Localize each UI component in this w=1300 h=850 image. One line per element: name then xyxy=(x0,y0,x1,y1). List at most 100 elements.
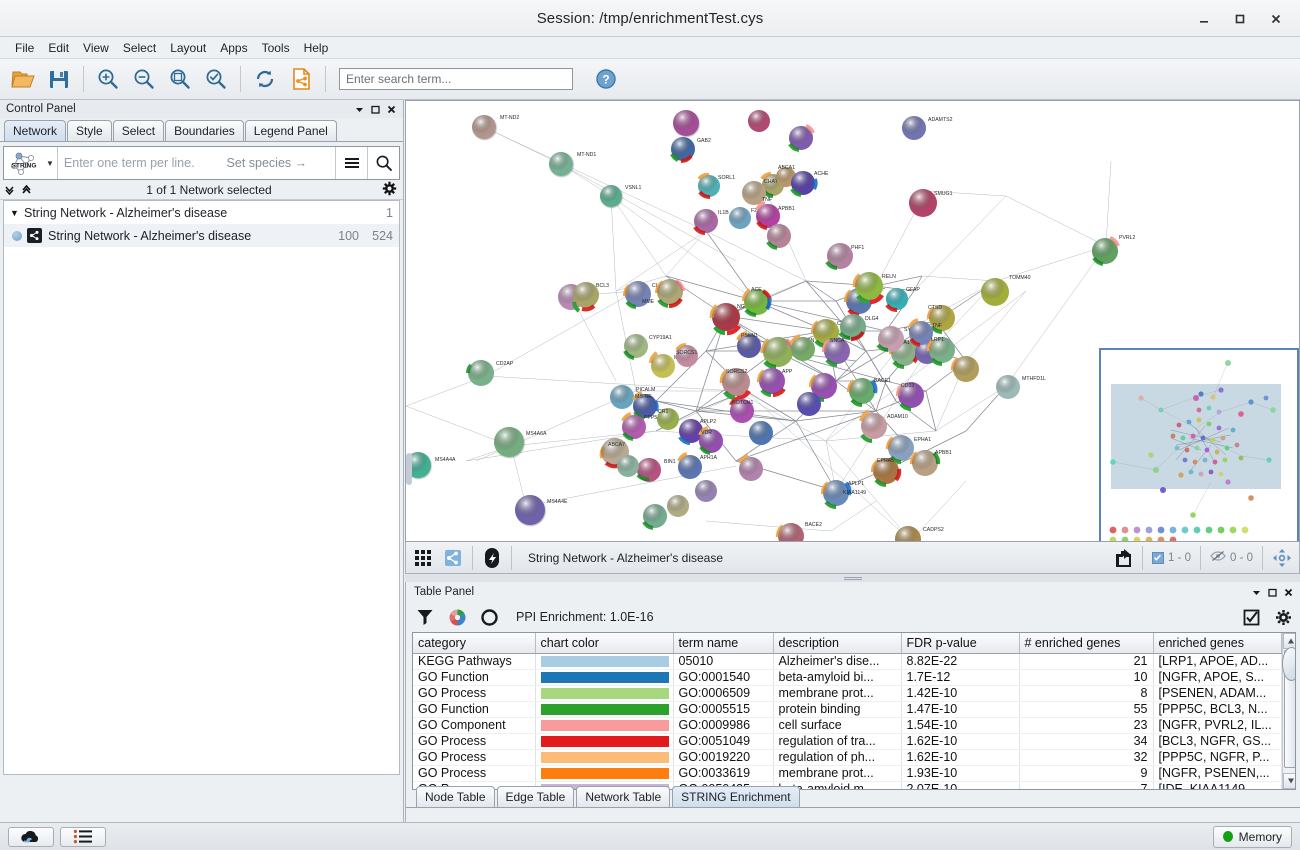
close-panel-icon[interactable] xyxy=(1280,584,1296,600)
table-row[interactable]: GO Process GO:0033619 membrane prot... 1.93… xyxy=(413,765,1282,782)
search-input[interactable]: Enter search term... xyxy=(339,68,573,90)
tab-network-table[interactable]: Network Table xyxy=(576,786,671,807)
help-icon[interactable]: ? xyxy=(589,63,623,95)
set-species-link[interactable]: Set species → xyxy=(226,156,308,170)
zoom-out-icon[interactable] xyxy=(127,63,161,95)
chevron-down-icon[interactable] xyxy=(1248,584,1264,600)
panel-splitter[interactable] xyxy=(405,574,1300,582)
task-list-icon[interactable] xyxy=(60,826,106,847)
column-header-category[interactable]: category xyxy=(413,633,536,654)
tab-select[interactable]: Select xyxy=(112,120,165,141)
scrollbar-knob[interactable] xyxy=(1281,647,1295,681)
cell-category: GO Component xyxy=(413,717,536,734)
cell-fdr-pvalue: 1.7E-12 xyxy=(901,669,1020,686)
float-panel-icon[interactable] xyxy=(367,101,383,117)
svg-text:BIN1: BIN1 xyxy=(664,459,676,465)
tab-network[interactable]: Network xyxy=(4,120,67,141)
table-row[interactable]: GO Process GO:0051049 regulation of tra...… xyxy=(413,733,1282,750)
network-graph[interactable]: MT-ND2 MT-ND1 VSNL1 CD2AP MS4A4A MS4A6A … xyxy=(406,101,1299,541)
table-row[interactable]: GO Process GO:0006509 membrane prot... 1.42… xyxy=(413,685,1282,702)
column-header-description[interactable]: description xyxy=(773,633,902,654)
export-image-icon[interactable] xyxy=(1108,545,1138,571)
maximize-icon[interactable] xyxy=(1222,4,1258,34)
table-panel-toolbar: PPI Enrichment: 1.0E-16 xyxy=(406,602,1300,632)
selected-nodes-indicator[interactable]: 1 - 0 xyxy=(1147,551,1196,564)
tab-boundaries[interactable]: Boundaries xyxy=(165,120,244,141)
table-row[interactable]: GO Process GO:0019220 regulation of ph... 1… xyxy=(413,749,1282,766)
menu-help[interactable]: Help xyxy=(303,40,329,55)
svg-text:VDR: VDR xyxy=(701,430,712,436)
minimize-icon[interactable] xyxy=(1186,4,1222,34)
menu-file[interactable]: File xyxy=(15,40,35,55)
memory-status-button[interactable]: Memory xyxy=(1212,825,1292,848)
svg-text:PVRL2: PVRL2 xyxy=(1119,235,1136,241)
menu-edit[interactable]: Edit xyxy=(48,40,70,55)
column-header-term-name[interactable]: term name xyxy=(673,633,774,654)
menu-select[interactable]: Select xyxy=(122,40,157,55)
svg-text:SORL1: SORL1 xyxy=(718,175,735,181)
checkbox-checked-icon[interactable] xyxy=(1240,606,1262,628)
color-wheel-icon[interactable] xyxy=(446,606,468,628)
hamburger-menu-icon[interactable] xyxy=(335,147,367,179)
close-icon[interactable] xyxy=(1258,4,1294,34)
zoom-selected-icon[interactable] xyxy=(199,63,233,95)
close-panel-icon[interactable] xyxy=(383,101,399,117)
birds-eye-view-panel[interactable] xyxy=(1099,348,1299,541)
export-network-icon[interactable] xyxy=(284,63,318,95)
column-header-enriched-count[interactable]: # enriched genes xyxy=(1019,633,1154,654)
cell-enriched-genes: [PSENEN, ADAM... xyxy=(1153,685,1282,702)
gear-icon[interactable] xyxy=(1272,606,1294,628)
network-item-row[interactable]: String Network - Alzheimer's disease 100… xyxy=(4,224,399,247)
svg-text:SNCA: SNCA xyxy=(830,338,845,344)
table-vertical-scrollbar[interactable] xyxy=(1281,633,1295,789)
float-panel-icon[interactable] xyxy=(1264,584,1280,600)
table-row[interactable]: KEGG Pathways 05010 Alzheimer's dise... 8.8… xyxy=(413,653,1282,670)
grid-layout-icon[interactable] xyxy=(408,545,438,571)
scroll-down-arrow-icon[interactable] xyxy=(1282,773,1295,789)
table-row[interactable]: GO Function GO:0005515 protein binding 1.47… xyxy=(413,701,1282,718)
table-row[interactable]: GO Function GO:0001540 beta-amyloid bi... 1… xyxy=(413,669,1282,686)
network-view-canvas[interactable]: MT-ND2 MT-ND1 VSNL1 CD2AP MS4A4A MS4A6A … xyxy=(405,100,1300,542)
gear-icon[interactable] xyxy=(382,181,397,199)
svg-text:TNF: TNF xyxy=(762,197,772,203)
fit-content-icon[interactable] xyxy=(1267,545,1297,571)
svg-text:KIAA1149: KIAA1149 xyxy=(843,490,866,496)
chevron-down-icon[interactable]: ▼ xyxy=(46,158,54,168)
menu-tools[interactable]: Tools xyxy=(261,40,290,55)
menu-apps[interactable]: Apps xyxy=(220,40,248,55)
string-logo-icon[interactable]: STRING xyxy=(4,147,46,179)
network-group-row[interactable]: ▼ String Network - Alzheimer's disease 1 xyxy=(4,201,399,224)
filter-funnel-icon[interactable] xyxy=(414,606,436,628)
save-icon[interactable] xyxy=(42,63,76,95)
zoom-fit-icon[interactable] xyxy=(163,63,197,95)
table-row[interactable]: GO Component GO:0009986 cell surface 1.54E-… xyxy=(413,717,1282,734)
cell-enriched-genes: [NGFR, PVRL2, IL... xyxy=(1153,717,1282,734)
menu-layout[interactable]: Layout xyxy=(170,40,207,55)
share-network-icon[interactable] xyxy=(438,545,468,571)
tab-node-table[interactable]: Node Table xyxy=(416,786,495,807)
column-header-enriched-genes[interactable]: enriched genes xyxy=(1153,633,1282,654)
collapse-expand-icons[interactable] xyxy=(4,184,36,196)
search-icon[interactable] xyxy=(367,147,399,179)
toolbar-separator xyxy=(325,66,326,92)
tab-style[interactable]: Style xyxy=(67,120,112,141)
tab-string-enrichment[interactable]: STRING Enrichment xyxy=(672,786,800,807)
cell-enriched-genes: [IDE, KIAA1149 xyxy=(1153,781,1282,789)
column-header-fdr-pvalue[interactable]: FDR p-value xyxy=(901,633,1020,654)
tab-edge-table[interactable]: Edge Table xyxy=(496,786,575,807)
network-nodes: MT-ND2 MT-ND1 VSNL1 CD2AP MS4A4A MS4A6A … xyxy=(406,110,1136,541)
enrichment-table-wrapper[interactable]: category chart color term name descripti… xyxy=(412,632,1296,790)
cloud-icon[interactable] xyxy=(8,826,54,847)
annotation-icon[interactable] xyxy=(477,545,507,571)
menu-view[interactable]: View xyxy=(83,40,109,55)
chevron-down-icon[interactable] xyxy=(351,101,367,117)
donut-chart-icon[interactable] xyxy=(478,606,500,628)
column-header-chart-color[interactable]: chart color xyxy=(535,633,674,654)
hidden-nodes-indicator[interactable]: 0 - 0 xyxy=(1205,550,1258,565)
open-folder-icon[interactable] xyxy=(6,63,40,95)
expand-triangle-icon[interactable]: ▼ xyxy=(10,207,19,218)
zoom-in-icon[interactable] xyxy=(91,63,125,95)
string-term-input[interactable]: Enter one term per line. Set species → xyxy=(56,147,335,179)
refresh-icon[interactable] xyxy=(248,63,282,95)
tab-legend-panel[interactable]: Legend Panel xyxy=(244,120,337,141)
